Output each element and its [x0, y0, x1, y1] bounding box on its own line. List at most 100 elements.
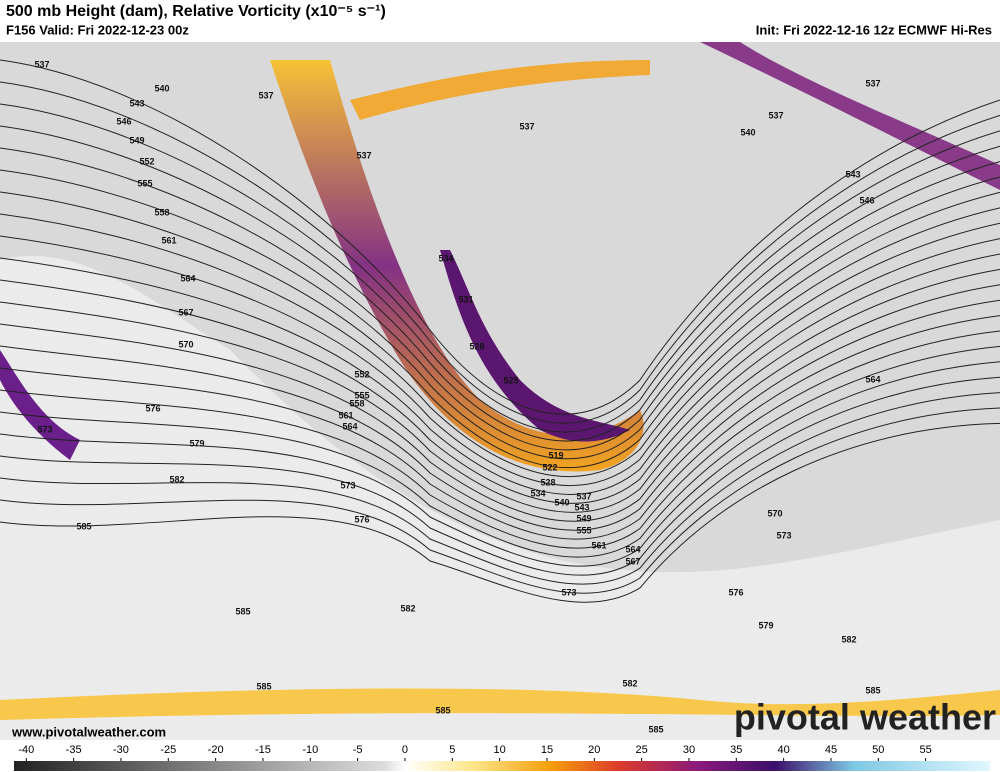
contour-label: 582 [841, 634, 856, 644]
contour-label: 537 [258, 90, 273, 100]
contour-label: 528 [540, 477, 555, 487]
contour-label: 573 [561, 587, 576, 597]
contour-line [0, 222, 1000, 487]
colorbar-tick-label: -5 [353, 744, 363, 756]
contour-line [0, 103, 1000, 433]
contour-line [0, 59, 1000, 415]
colorbar-tick-label: -35 [66, 744, 82, 756]
contour-label: 555 [354, 390, 369, 400]
contour-label: 546 [116, 116, 131, 126]
colorbar-tick-label: 50 [872, 744, 884, 756]
contour-label: 585 [435, 705, 450, 715]
contour-label: 543 [129, 98, 144, 108]
logo: pivotal weather [734, 697, 996, 738]
contour-label: 552 [139, 156, 154, 166]
contour-line [0, 147, 1000, 451]
contour-label: 564 [342, 421, 357, 431]
contour-label: 537 [768, 110, 783, 120]
contour-line [0, 284, 1000, 522]
contour-label: 570 [178, 339, 193, 349]
contour-label: 561 [338, 410, 353, 420]
colorbar-tick-label: -20 [208, 744, 224, 756]
contour-line [0, 330, 1000, 549]
title: 500 mb Height (dam), Relative Vorticity … [6, 3, 386, 20]
contour-label: 576 [728, 587, 743, 597]
colorbar-tick-label: 40 [778, 744, 790, 756]
contour-label: 555 [137, 178, 152, 188]
contour-label: 573 [776, 530, 791, 540]
contour-label: 561 [161, 235, 176, 245]
contour-line [0, 299, 1000, 531]
contour-line [0, 268, 1000, 513]
colorbar-tick-label: 20 [588, 744, 600, 756]
colorbar-tick-label: 55 [920, 744, 932, 756]
colorbar-tick-label: 5 [449, 744, 455, 756]
contour-label: 567 [625, 556, 640, 566]
contour-line [0, 207, 1000, 478]
contour-label: 585 [235, 606, 250, 616]
contour-line [0, 422, 1000, 603]
contour-label: 537 [865, 78, 880, 88]
contour-label: 564 [625, 544, 640, 554]
colorbar-tick-label: -10 [302, 744, 318, 756]
contour-label: 561 [591, 540, 606, 550]
contour-label: 573 [340, 480, 355, 490]
contour-label: 537 [34, 59, 49, 69]
contour-label: 537 [356, 150, 371, 160]
contour-line [0, 253, 1000, 504]
contour-label: 540 [554, 497, 569, 507]
contour-label: 585 [648, 724, 663, 734]
contour-line [0, 125, 1000, 442]
contour-label: 573 [37, 424, 52, 434]
contour-label: 522 [542, 462, 557, 472]
contour-label: 537 [576, 491, 591, 501]
contour-line [0, 81, 1000, 424]
contour-label: 534 [438, 253, 453, 263]
contour-label: 525 [503, 375, 518, 385]
contour-label: 576 [354, 514, 369, 524]
contour-label: 558 [154, 207, 169, 217]
contour-label: 519 [548, 450, 563, 460]
contour-label: 564 [865, 374, 880, 384]
valid-time: F156 Valid: Fri 2022-12-23 00z [6, 22, 189, 37]
site-url: www.pivotalweather.com [11, 724, 166, 739]
contour-label: 543 [574, 502, 589, 512]
contour-label: 531 [458, 294, 473, 304]
contour-label: 579 [189, 438, 204, 448]
contour-line [0, 361, 1000, 567]
contour-label: 552 [354, 369, 369, 379]
contour-label: 585 [865, 685, 880, 695]
contour-label: 540 [740, 127, 755, 137]
colorbar-tick-label: -25 [160, 744, 176, 756]
colorbar-tick-label: -40 [18, 744, 34, 756]
colorbar-tick-label: 15 [541, 744, 553, 756]
colorbar-tick-label: 0 [402, 744, 408, 756]
contour-line [0, 315, 1000, 540]
contour-line [0, 238, 1000, 495]
colorbar-tick-label: 35 [730, 744, 742, 756]
contour-label: 549 [576, 513, 591, 523]
contour-label: 543 [845, 169, 860, 179]
contour-label: 579 [758, 620, 773, 630]
contour-label: 558 [349, 398, 364, 408]
colorbar-tick-label: 10 [494, 744, 506, 756]
contour-label: 576 [145, 403, 160, 413]
contour-label: 555 [576, 525, 591, 535]
contour-label: 540 [154, 83, 169, 93]
contour-label: 585 [256, 681, 271, 691]
colorbar-tick-label: -15 [255, 744, 271, 756]
contour-line [0, 407, 1000, 594]
contour-line [0, 376, 1000, 576]
contour-label: 546 [859, 195, 874, 205]
contour-label: 585 [76, 521, 91, 531]
contour-label: 582 [169, 474, 184, 484]
contour-label: 528 [469, 341, 484, 351]
colorbar-tick-label: 45 [825, 744, 837, 756]
contour-label: 570 [767, 508, 782, 518]
contour-label: 582 [622, 678, 637, 688]
contour-line [0, 345, 1000, 558]
colorbar-tick-label: 25 [636, 744, 648, 756]
colorbar-tick-label: 30 [683, 744, 695, 756]
contour-label: 549 [129, 135, 144, 145]
